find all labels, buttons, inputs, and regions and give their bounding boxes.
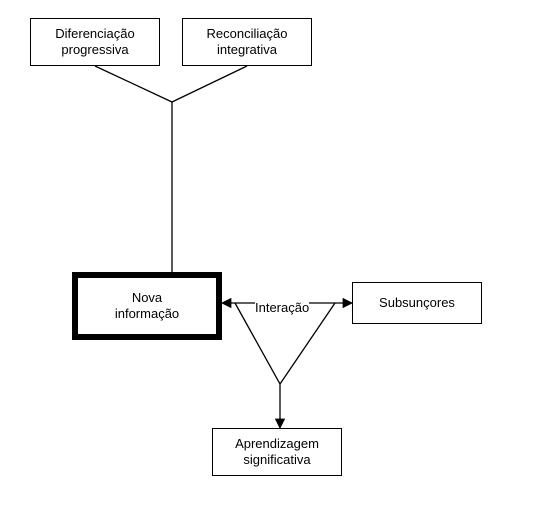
node-reconciliacao: Reconciliaçãointegrativa: [182, 18, 312, 66]
node-label: Diferenciaçãoprogressiva: [55, 26, 135, 59]
node-nova_info: Novainformação: [72, 272, 222, 340]
label-interacao: Interação: [255, 300, 309, 315]
node-label: Reconciliaçãointegrativa: [207, 26, 288, 59]
node-aprendizagem: Aprendizagemsignificativa: [212, 428, 342, 476]
node-diferenciacao: Diferenciaçãoprogressiva: [30, 18, 160, 66]
node-label: Aprendizagemsignificativa: [235, 436, 319, 469]
edge-5: [280, 303, 335, 384]
edge-1: [172, 66, 247, 102]
node-label: Subsunçores: [379, 295, 455, 311]
edge-0: [95, 66, 172, 102]
edge-4: [235, 303, 280, 384]
node-subsuncores: Subsunçores: [352, 282, 482, 324]
node-label: Novainformação: [115, 290, 179, 323]
